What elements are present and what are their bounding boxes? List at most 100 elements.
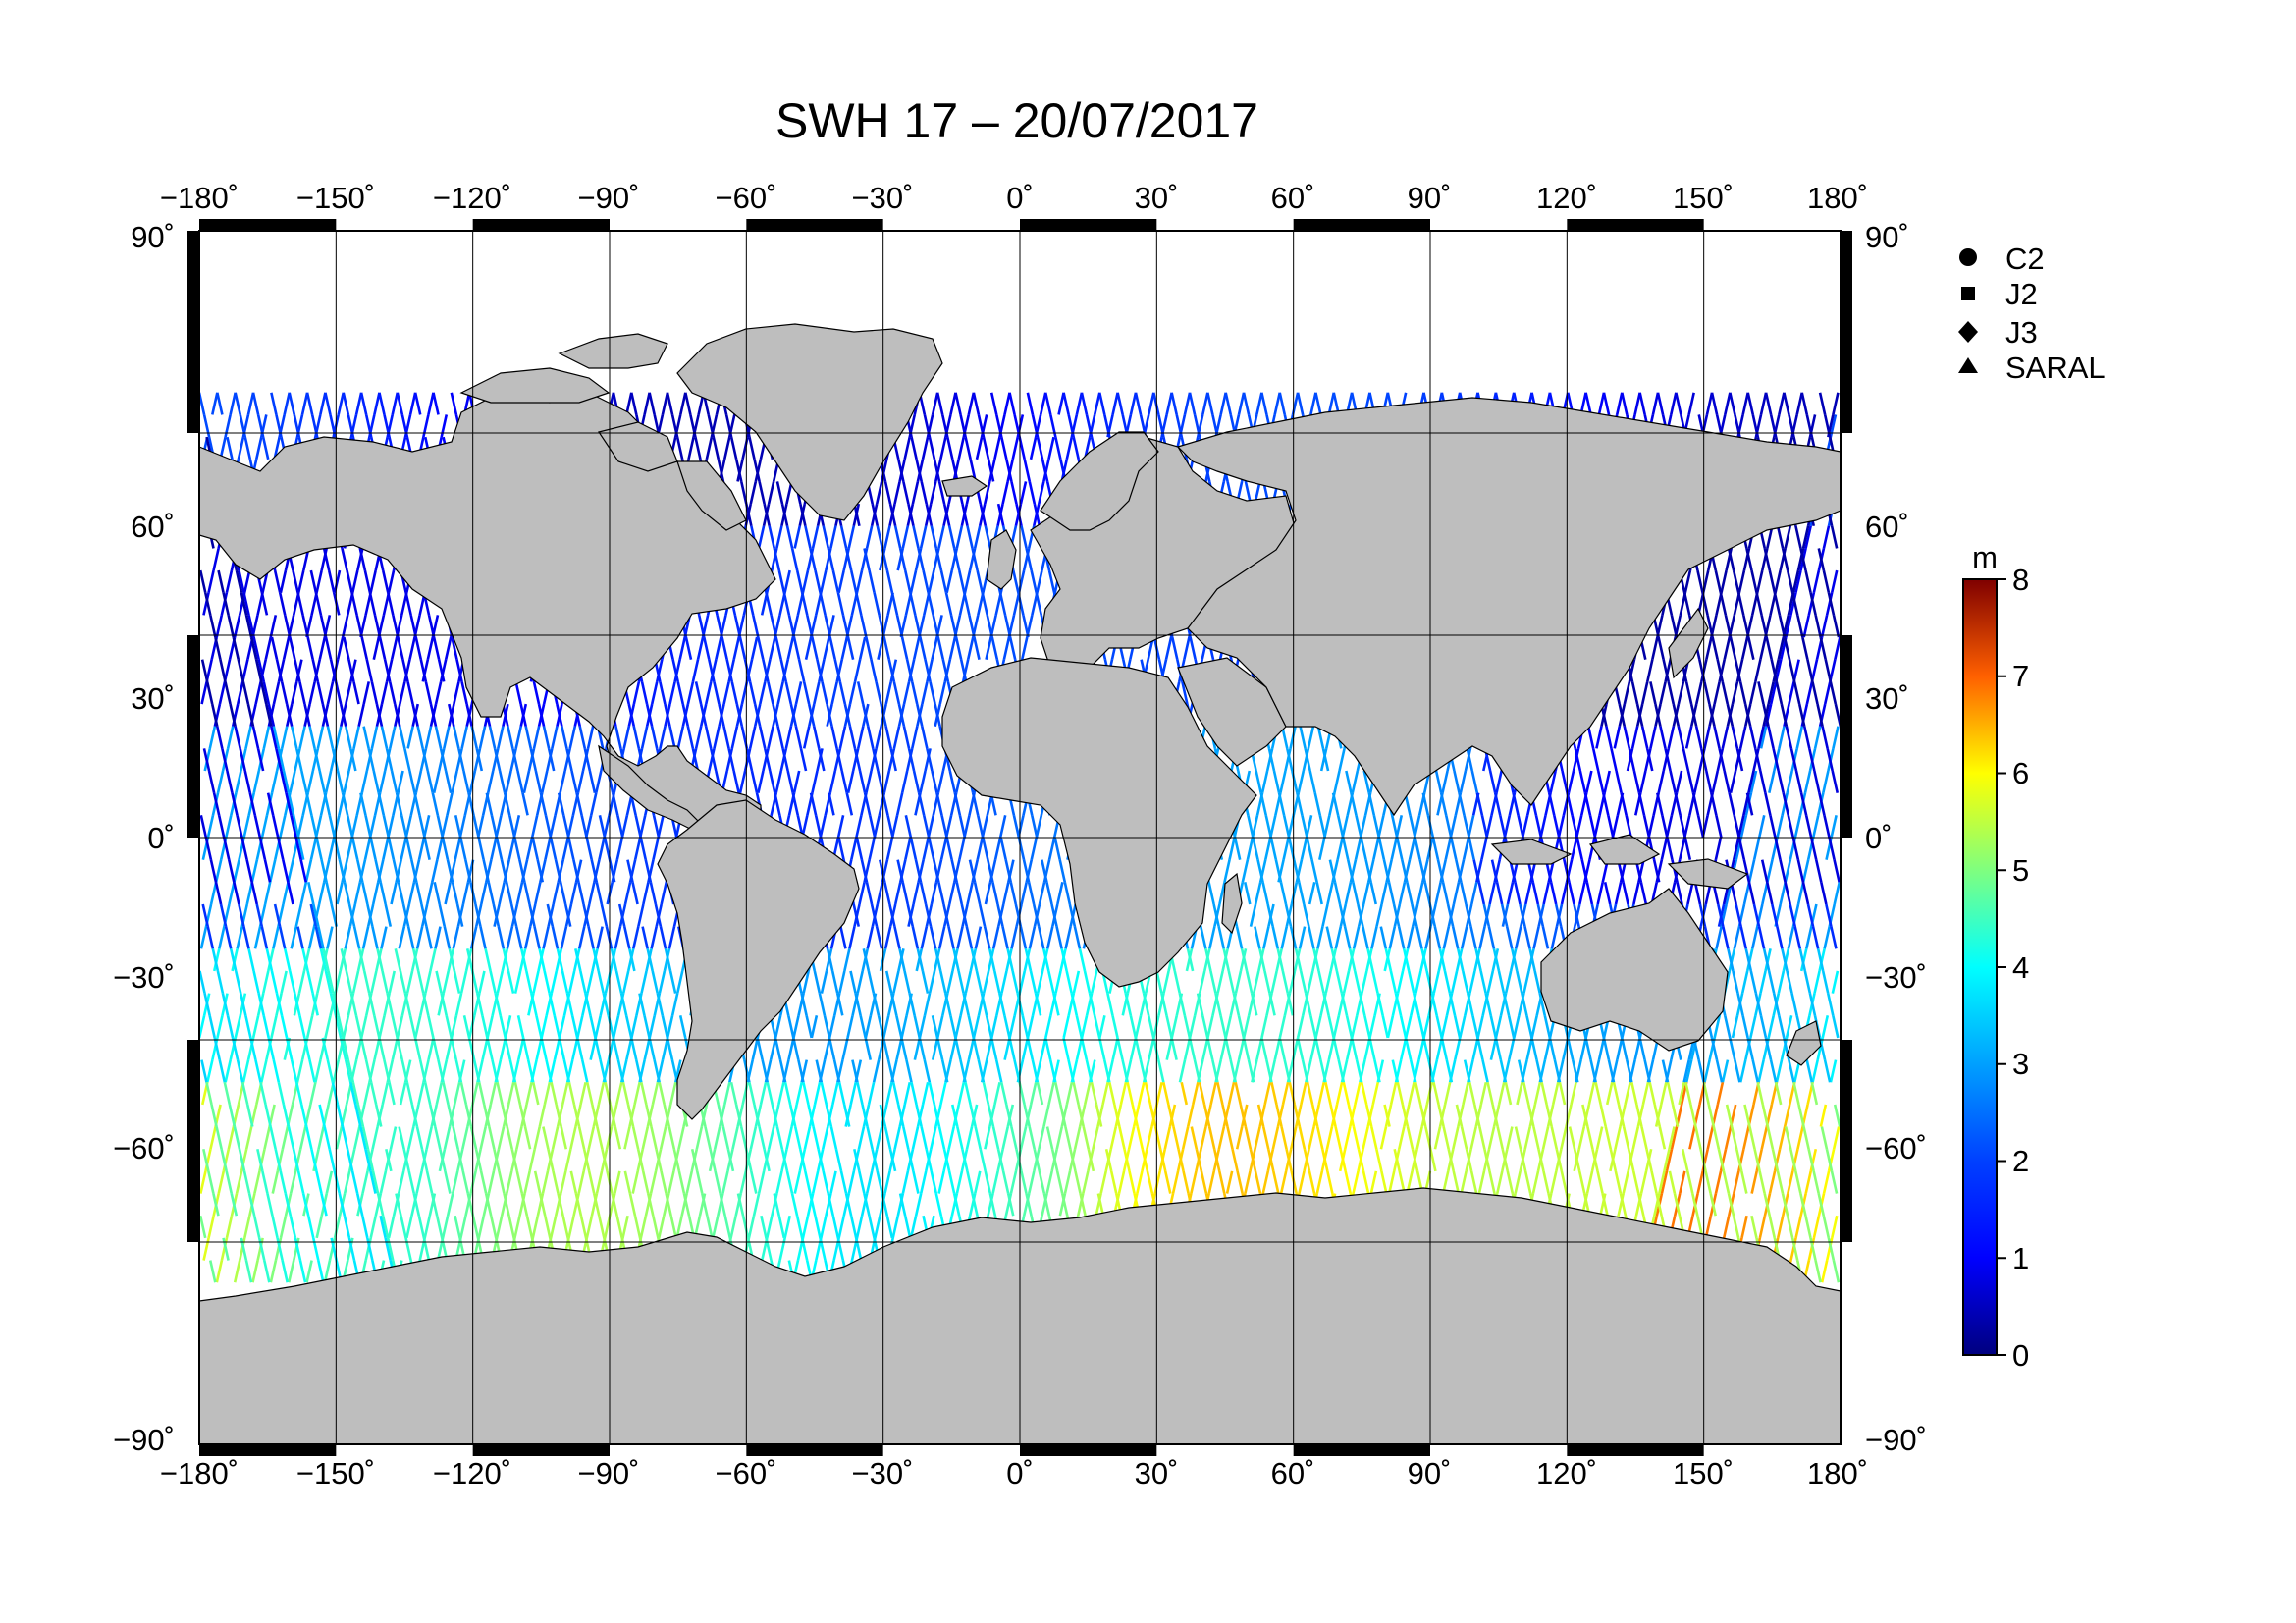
track-segment <box>224 1059 232 1083</box>
track-segment <box>431 792 440 816</box>
track-segment <box>272 926 280 949</box>
track-segment <box>452 926 460 949</box>
track-segment <box>793 525 802 549</box>
track-segment <box>279 569 288 594</box>
track-segment <box>212 948 221 972</box>
track-segment <box>216 770 225 793</box>
track-segment <box>386 1059 395 1083</box>
track-segment <box>708 748 716 772</box>
track-segment <box>380 681 389 705</box>
track-segment <box>722 726 730 749</box>
track-segment <box>911 926 920 949</box>
track-segment <box>422 815 431 839</box>
track-segment <box>482 1104 491 1127</box>
track-segment <box>361 926 370 949</box>
track-segment <box>588 770 597 793</box>
track-segment <box>451 882 459 905</box>
track-segment <box>347 993 355 1016</box>
track-segment <box>866 1126 874 1150</box>
track-segment <box>633 1215 642 1239</box>
track-segment <box>415 1126 424 1150</box>
track-segment <box>233 615 241 638</box>
track-segment <box>920 1126 928 1150</box>
track-segment <box>518 948 527 972</box>
track-segment <box>1721 1059 1730 1083</box>
track-segment <box>635 993 643 1016</box>
track-segment <box>530 815 539 839</box>
track-segment <box>729 1081 738 1106</box>
track-segment <box>337 1014 345 1039</box>
track-segment <box>432 636 441 661</box>
track-segment <box>666 1037 674 1060</box>
track-segment <box>327 569 336 594</box>
track-segment <box>529 748 538 772</box>
track-segment <box>837 1081 846 1106</box>
track-segment <box>374 1104 383 1127</box>
track-segment <box>820 1081 828 1106</box>
track-segment <box>415 1170 423 1194</box>
track-segment <box>741 1215 750 1239</box>
track-segment <box>839 525 848 549</box>
track-segment <box>337 392 346 415</box>
track-segment <box>639 1215 648 1239</box>
track-segment <box>572 1193 580 1217</box>
track-segment <box>838 681 847 705</box>
track-segment <box>394 703 401 727</box>
track-segment <box>777 569 786 594</box>
track-segment <box>540 770 549 793</box>
track-segment <box>447 948 455 972</box>
track-segment <box>534 770 543 793</box>
track-segment <box>835 748 843 772</box>
track-segment <box>737 615 746 638</box>
track-segment <box>614 1170 621 1194</box>
track-segment <box>532 970 540 994</box>
track-segment <box>1749 1014 1757 1039</box>
track-segment <box>557 859 565 883</box>
track-segment <box>450 392 458 415</box>
track-segment <box>336 882 344 905</box>
track-segment <box>336 636 345 661</box>
track-segment <box>589 792 598 816</box>
track-segment <box>488 726 497 749</box>
track-segment <box>1760 1126 1769 1150</box>
track-segment <box>448 1104 456 1127</box>
track-segment <box>1001 1170 1010 1194</box>
track-segment <box>769 636 776 661</box>
track-segment <box>1728 948 1736 972</box>
track-segment <box>887 659 896 682</box>
track-segment <box>777 1215 786 1239</box>
track-segment <box>478 726 487 749</box>
track-segment <box>1822 525 1831 549</box>
track-segment <box>434 926 442 949</box>
track-segment <box>453 970 461 994</box>
track-segment <box>199 1170 207 1194</box>
track-segment <box>318 770 327 793</box>
track-segment <box>502 703 509 727</box>
track-segment <box>388 970 396 994</box>
track-segment <box>294 659 301 682</box>
track-segment <box>1799 948 1808 972</box>
track-segment <box>830 970 839 994</box>
track-segment <box>382 837 390 860</box>
track-segment <box>834 1148 843 1172</box>
track-segment <box>387 837 396 860</box>
track-segment <box>858 1170 866 1194</box>
track-segment <box>451 770 458 793</box>
track-segment <box>486 1037 494 1060</box>
track-segment <box>423 837 431 860</box>
track-segment <box>246 392 255 415</box>
track-segment <box>352 681 360 705</box>
track-segment <box>353 882 362 905</box>
track-segment <box>666 392 674 415</box>
track-segment <box>503 859 511 883</box>
track-segment <box>486 770 495 793</box>
track-segment <box>730 726 739 749</box>
track-segment <box>615 1215 623 1239</box>
track-segment <box>436 837 444 860</box>
track-segment <box>317 882 326 905</box>
track-segment <box>891 1081 900 1106</box>
track-segment <box>277 748 286 772</box>
track-segment <box>555 1104 562 1127</box>
track-segment <box>495 837 504 860</box>
track-segment <box>541 1170 550 1194</box>
